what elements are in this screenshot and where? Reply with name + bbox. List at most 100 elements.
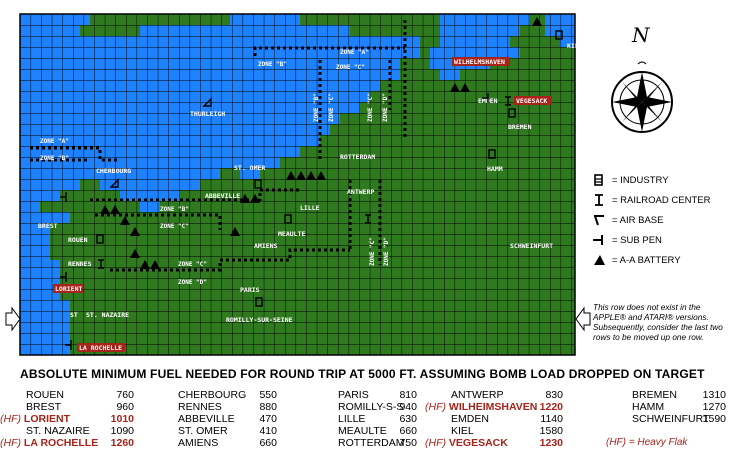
target-meaulte[interactable]: MEAULTE bbox=[278, 230, 305, 238]
fuel-value: 1310 bbox=[702, 389, 726, 401]
fuel-row: ROUEN 760 bbox=[0, 389, 140, 401]
fuel-value: 1090 bbox=[110, 425, 134, 437]
fuel-column-3: PARIS 810 ROMILLY-S-S 940 LILLE 630 MEAULTE 660… bbox=[312, 389, 417, 449]
fuel-row: ABBEVILLE 470 bbox=[152, 413, 282, 425]
target-romilly[interactable]: ROMILLY-SUR-SEINE bbox=[226, 316, 293, 324]
fuel-target-label: WILHEIMSHAVEN bbox=[448, 401, 538, 413]
fuel-target-name: EMDEN bbox=[425, 413, 489, 425]
target-st-nazaire[interactable]: ST. NAZAIRE bbox=[86, 311, 129, 319]
fuel-row: (HF) LORIENT 1010 bbox=[0, 413, 140, 425]
target-thurleigh[interactable]: THURLEIGH bbox=[190, 110, 225, 118]
legend-railroad-label: = RAILROAD CENTER bbox=[612, 194, 711, 206]
fuel-target-name: CHERBOURG bbox=[152, 389, 246, 401]
target-la-rochelle[interactable]: LA ROCHELLE bbox=[79, 344, 122, 352]
aa-battery-icon bbox=[594, 255, 605, 265]
target-st-marker[interactable]: ST bbox=[70, 311, 78, 319]
zone-b-mid: ZONE "B" bbox=[160, 206, 189, 213]
zone-a-top: ZONE "A" bbox=[340, 49, 369, 56]
fuel-target-label: ABBEVILLE bbox=[178, 413, 235, 425]
target-amiens[interactable]: AMIENS bbox=[254, 242, 278, 250]
fuel-target-label: EMDEN bbox=[451, 413, 489, 425]
fuel-target-name: (HF) LORIENT bbox=[0, 413, 70, 425]
fuel-column-5: BREMEN 1310 HAMM 1270 SCHWEINFURT 1590 (HF) = … bbox=[606, 389, 734, 449]
heavy-flak-marker: (HF) bbox=[0, 437, 24, 449]
target-brest[interactable]: BREST bbox=[38, 222, 58, 230]
fuel-value: 660 bbox=[259, 437, 277, 449]
target-rotterdam[interactable]: ROTTERDAM bbox=[340, 153, 375, 161]
target-paris[interactable]: PARIS bbox=[240, 286, 260, 294]
railroad-center-icon bbox=[595, 194, 603, 206]
fuel-value: 810 bbox=[399, 389, 417, 401]
fuel-target-name: (HF) LA ROCHELLE bbox=[0, 437, 98, 449]
fuel-value: 1580 bbox=[539, 425, 563, 437]
fuel-target-label: ROTTERDAM bbox=[338, 437, 405, 449]
fuel-row: ST. NAZAIRE 1090 bbox=[0, 425, 140, 437]
target-rennes[interactable]: RENNES bbox=[68, 260, 92, 268]
fuel-value: 1230 bbox=[539, 437, 563, 449]
aa-battery-icon bbox=[130, 227, 140, 236]
fuel-target-label: BREMEN bbox=[632, 389, 677, 401]
sub-pen-icon bbox=[482, 93, 489, 103]
compass-rose-icon bbox=[611, 61, 673, 133]
sub-pen-icon bbox=[60, 192, 67, 202]
target-kiel[interactable]: KIEL bbox=[567, 42, 583, 50]
target-abbeville[interactable]: ABBEVILLE bbox=[205, 192, 240, 200]
fuel-target-name: HAMM bbox=[606, 401, 664, 413]
target-wilhelmshaven[interactable]: WILHELMSHAVEN bbox=[454, 58, 505, 66]
aa-battery-icon bbox=[120, 216, 130, 225]
target-hamm[interactable]: HAMM bbox=[487, 165, 503, 173]
fuel-row: LILLE 630 bbox=[312, 413, 417, 425]
fuel-target-name: ROTTERDAM bbox=[312, 437, 405, 449]
target-rouen[interactable]: ROUEN bbox=[68, 236, 88, 244]
fuel-target-label: LORIENT bbox=[23, 413, 71, 425]
fuel-target-label: PARIS bbox=[338, 389, 369, 401]
target-schweinfurt[interactable]: SCHWEINFURT bbox=[510, 242, 553, 250]
zone-labels: ZONE "A" ZONE "B" ZONE "C" ZONE "A" ZONE… bbox=[40, 49, 390, 286]
fuel-row: ROTTERDAM 750 bbox=[312, 437, 417, 449]
aa-battery-icon bbox=[306, 171, 316, 180]
fuel-target-label: ST. NAZAIRE bbox=[26, 425, 90, 437]
sub-pen-icon bbox=[60, 272, 67, 282]
fuel-table-title: ABSOLUTE MINIMUM FUEL NEEDED FOR ROUND T… bbox=[20, 367, 705, 381]
aa-battery-icon bbox=[130, 249, 140, 258]
target-st-omer[interactable]: ST. OMER bbox=[234, 164, 265, 172]
zone-b-top: ZONE "B" bbox=[258, 61, 287, 68]
legend-aa-label: = A-A BATTERY bbox=[612, 254, 681, 266]
zone-c-top: ZONE "C" bbox=[336, 64, 365, 71]
fuel-target-label: VEGESACK bbox=[448, 437, 508, 449]
fuel-target-name: LILLE bbox=[312, 413, 365, 425]
target-lille[interactable]: LILLE bbox=[300, 204, 320, 212]
fuel-value: 830 bbox=[545, 389, 563, 401]
target-antwerp[interactable]: ANTWERP bbox=[347, 188, 374, 196]
legend-aa: = A-A BATTERY bbox=[590, 250, 730, 270]
target-lorient[interactable]: LORIENT bbox=[55, 285, 82, 293]
fuel-row: PARIS 810 bbox=[312, 389, 417, 401]
target-vegesack[interactable]: VEGESACK bbox=[516, 97, 547, 105]
zone-b-vert: ZONE "B" bbox=[313, 93, 320, 122]
fuel-value: 1010 bbox=[110, 413, 134, 425]
legend-subpen-label: = SUB PEN bbox=[612, 234, 662, 246]
target-labels: KIEL WILHELMSHAVEN EMDEN VEGESACK BREMEN… bbox=[38, 42, 583, 352]
aa-batteries bbox=[100, 17, 542, 269]
facility-icons bbox=[60, 30, 563, 350]
aa-battery-icon bbox=[450, 83, 460, 92]
railroad-center-icon bbox=[98, 259, 104, 269]
fuel-value: 1590 bbox=[702, 413, 726, 425]
version-note: This row does not exist in the APPLE® an… bbox=[593, 302, 723, 342]
fuel-target-name: BREMEN bbox=[606, 389, 677, 401]
heavy-flak-marker: (HF) bbox=[0, 413, 24, 425]
fuel-value: 760 bbox=[116, 389, 134, 401]
fuel-target-name: (HF) WILHEIMSHAVEN bbox=[425, 401, 537, 413]
fuel-row: ROMILLY-S-S 940 bbox=[312, 401, 417, 413]
zone-d-low: ZONE "D" bbox=[178, 279, 207, 286]
fuel-row: ST. OMER 410 bbox=[152, 425, 282, 437]
fuel-row: KIEL 1580 bbox=[425, 425, 570, 437]
map-legend: = INDUSTRY = RAILROAD CENTER = AIR BASE … bbox=[590, 170, 730, 270]
target-cherbourg[interactable]: CHERBOURG bbox=[96, 167, 131, 175]
zone-c-vert2: ZONE "C" bbox=[367, 93, 374, 122]
fuel-column-2: CHERBOURG 550 RENNES 880 ABBEVILLE 470 ST. OME… bbox=[152, 389, 282, 449]
heavy-flak-marker: (HF) bbox=[425, 437, 449, 449]
target-bremen[interactable]: BREMEN bbox=[508, 123, 532, 131]
fuel-target-name: ROUEN bbox=[0, 389, 64, 401]
zone-c-vert: ZONE "C" bbox=[328, 93, 335, 122]
